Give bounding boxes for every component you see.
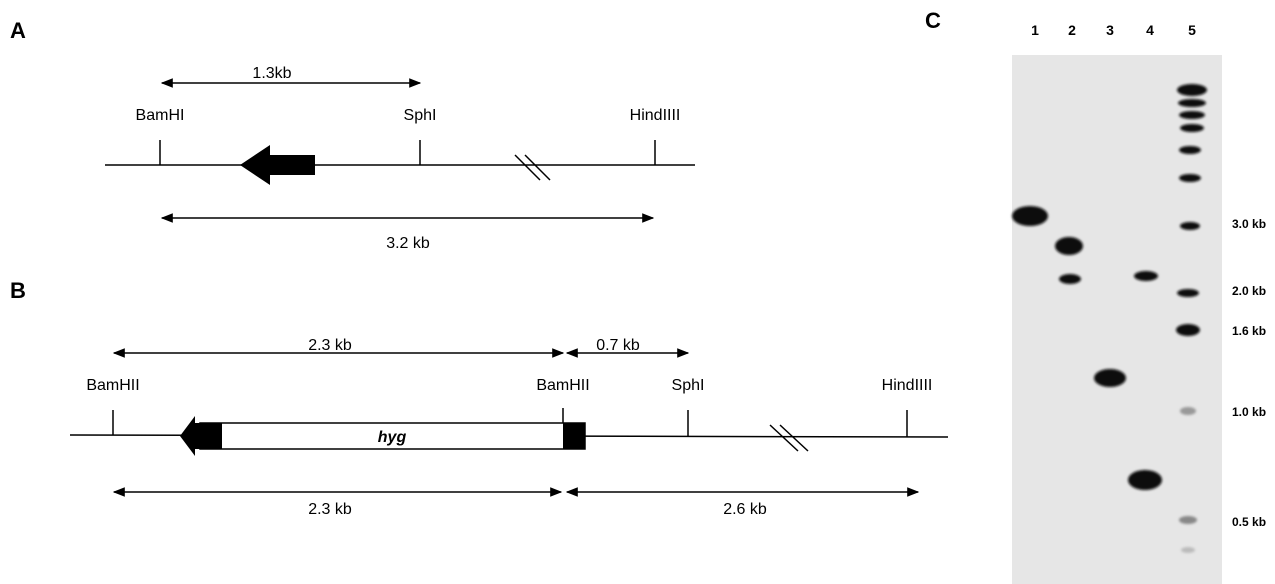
span-label: 2.6 kb [723,501,767,518]
gene-label: hyg [378,429,407,446]
break-mark [515,155,540,180]
gel [1012,55,1222,584]
figure: A 1.3kb BamHI SphI HindIIII 3.2 kb B 2.3… [0,0,1275,584]
panel-label: A [10,18,26,43]
lane-label: 5 [1188,22,1196,38]
span-label: 1.3kb [252,65,291,82]
panel-b: B 2.3 kb 0.7 kb BamHII BamHII SphI HindI… [10,278,948,518]
panel-a: A 1.3kb BamHI SphI HindIIII 3.2 kb [10,18,695,252]
size-marker: 2.0 kb [1232,284,1266,298]
lane-label: 2 [1068,22,1076,38]
size-marker: 3.0 kb [1232,217,1266,231]
lane-label: 4 [1146,22,1154,38]
span-label: 2.3 kb [308,501,352,518]
lane-label: 3 [1106,22,1114,38]
site-label: SphI [404,107,437,124]
site-label: BamHII [86,377,139,394]
size-marker: 0.5 kb [1232,515,1266,529]
gene-arrow [240,145,315,185]
site-label: BamHII [536,377,589,394]
size-marker: 1.0 kb [1232,405,1266,419]
span-label: 0.7 kb [596,337,640,354]
gene-arrow [180,416,222,456]
panel-label: B [10,278,26,303]
lane-label: 1 [1031,22,1039,38]
site-label: HindIIII [882,377,933,394]
size-marker: 1.6 kb [1232,324,1266,338]
span-label: 2.3 kb [308,337,352,354]
span-label: 3.2 kb [386,235,430,252]
break-mark [525,155,550,180]
site-label: BamHI [136,107,185,124]
site-label: HindIIII [630,107,681,124]
site-label: SphI [672,377,705,394]
gene-end [563,423,585,449]
panel-label: C [925,8,941,33]
panel-c: C 1 2 3 4 5 3.0 kb 2.0 kb 1.6 kb 1.0 kb … [925,8,1266,584]
